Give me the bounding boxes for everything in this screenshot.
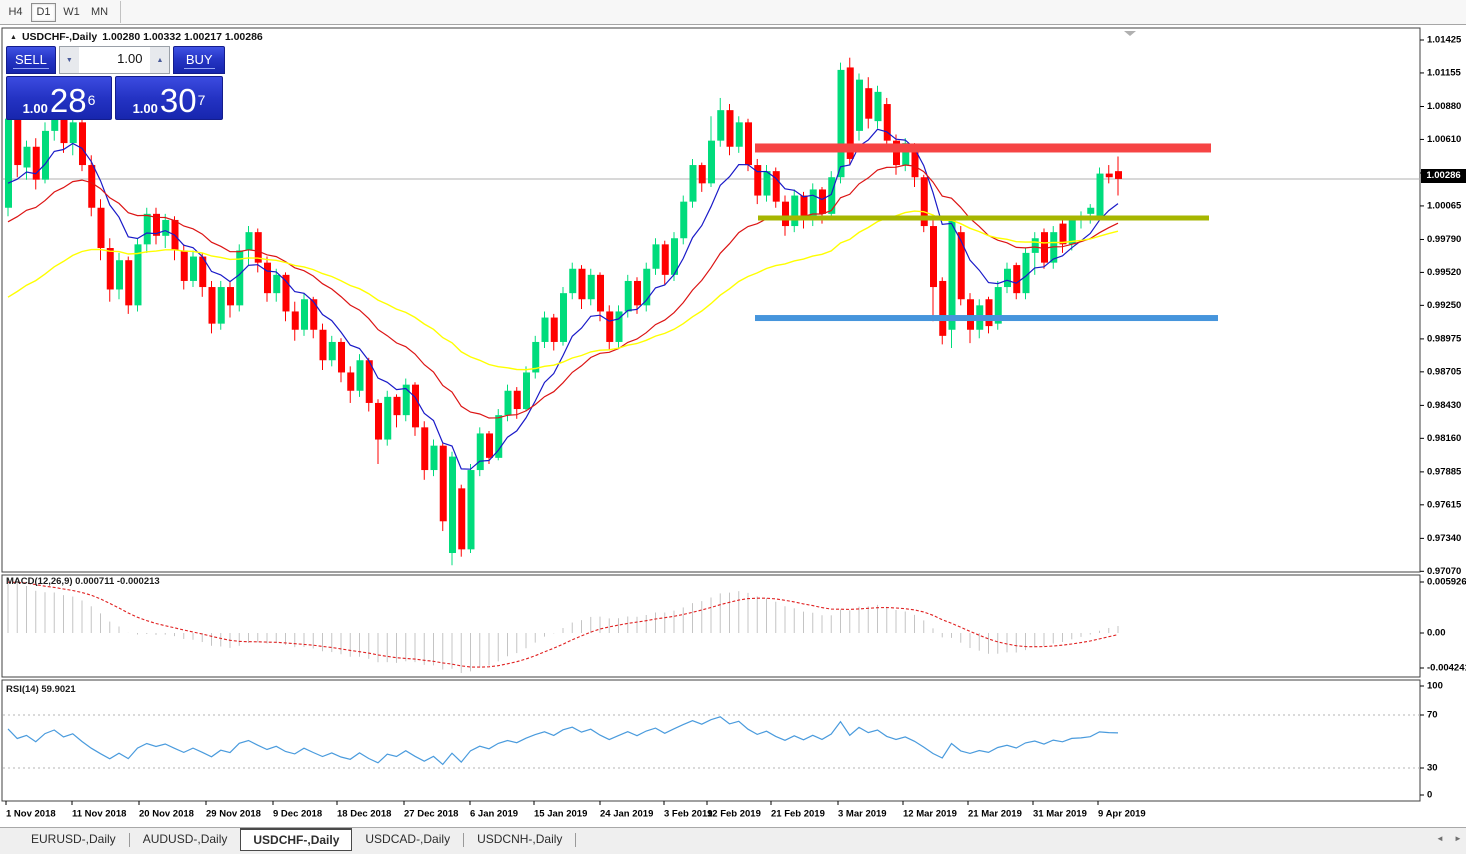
- timeframe-d1-button[interactable]: D1: [31, 2, 56, 22]
- tab-audusd-daily[interactable]: AUDUSD-,Daily: [142, 832, 228, 846]
- tabs-scroll-left-icon[interactable]: ◄: [1430, 833, 1448, 844]
- svg-text:15 Jan 2019: 15 Jan 2019: [534, 809, 587, 820]
- svg-text:20 Nov 2018: 20 Nov 2018: [139, 809, 194, 820]
- svg-text:0.99790: 0.99790: [1427, 234, 1461, 245]
- svg-text:1.01425: 1.01425: [1427, 35, 1462, 46]
- svg-text:1.00880: 1.00880: [1427, 101, 1461, 112]
- rsi-level-lines: [3, 714, 1420, 769]
- ask-price-box[interactable]: 1.00 30 7: [115, 76, 223, 120]
- svg-text:27 Dec 2018: 27 Dec 2018: [404, 809, 458, 820]
- svg-text:0.97070: 0.97070: [1427, 566, 1461, 577]
- svg-text:0.98975: 0.98975: [1427, 333, 1462, 344]
- volume-increase-icon[interactable]: ▲: [150, 47, 170, 73]
- rsi-indicator-label: RSI(14) 59.9021: [6, 684, 76, 695]
- date-axis: 1 Nov 2018 11 Nov 2018 20 Nov 2018 29 Nov 2…: [5, 801, 1146, 820]
- pivot-line[interactable]: [758, 215, 1209, 221]
- svg-text:0.97615: 0.97615: [1427, 499, 1462, 510]
- svg-text:100: 100: [1427, 681, 1443, 692]
- svg-text:-0.004241: -0.004241: [1427, 663, 1466, 674]
- bid-price-sup: 6: [87, 92, 96, 108]
- panel-frames: [1, 27, 1421, 802]
- macd-signal-line: [7, 581, 1119, 668]
- scroll-marker-icon: [1124, 31, 1136, 36]
- svg-text:0: 0: [1427, 790, 1432, 801]
- svg-text:0.005926: 0.005926: [1427, 577, 1466, 588]
- tab-usdcad-daily[interactable]: USDCAD-,Daily: [365, 832, 451, 846]
- tab-separator: [128, 833, 130, 847]
- svg-text:12 Mar 2019: 12 Mar 2019: [903, 809, 957, 820]
- svg-text:3 Feb 2019: 3 Feb 2019: [664, 809, 713, 820]
- toolbar-separator: [120, 1, 122, 23]
- chart-canvas[interactable]: 1.014251.011551.008801.006101.003351.000…: [0, 24, 1466, 827]
- svg-text:30: 30: [1427, 763, 1438, 774]
- timeframe-mn-button[interactable]: MN: [87, 3, 112, 22]
- tab-separator: [575, 833, 577, 847]
- timeframe-toolbar: H4 D1 W1 MN: [0, 0, 1466, 25]
- ask-price-sup: 7: [197, 92, 206, 108]
- svg-text:6 Jan 2019: 6 Jan 2019: [470, 809, 518, 820]
- svg-text:1.00610: 1.00610: [1427, 134, 1461, 145]
- collapse-panel-icon[interactable]: ▲: [10, 33, 17, 41]
- price-axis: 1.014251.011551.008801.006101.003351.000…: [1420, 35, 1462, 577]
- svg-text:1 Nov 2018: 1 Nov 2018: [6, 809, 56, 820]
- svg-text:1.01155: 1.01155: [1427, 67, 1462, 78]
- svg-text:0.97885: 0.97885: [1427, 466, 1462, 477]
- ohlc-values: 1.00280 1.00332 1.00217 1.00286: [102, 31, 263, 43]
- chart-header: ▲ USDCHF-,Daily 1.00280 1.00332 1.00217 …: [10, 31, 263, 43]
- svg-text:9 Apr 2019: 9 Apr 2019: [1098, 809, 1146, 820]
- volume-spinner: ▼ 1.00 ▲: [58, 46, 171, 74]
- svg-text:1.00065: 1.00065: [1427, 200, 1462, 211]
- symbol-title: USDCHF-,Daily: [21, 31, 98, 43]
- bid-price-box[interactable]: 1.00 28 6: [6, 76, 112, 120]
- macd-axis: 0.005926 0.00 -0.004241: [1420, 577, 1466, 674]
- chart-tabbar: EURUSD-,Daily AUDUSD-,Daily USDCHF-,Dail…: [0, 827, 1466, 854]
- buy-button[interactable]: BUY: [173, 46, 225, 74]
- resistance-line[interactable]: [755, 143, 1211, 153]
- macd-indicator-label: MACD(12,26,9) 0.000711 -0.000213: [6, 576, 160, 587]
- svg-text:0.98705: 0.98705: [1427, 366, 1462, 377]
- sell-button[interactable]: SELL: [6, 46, 56, 74]
- svg-text:0.98430: 0.98430: [1427, 400, 1461, 411]
- svg-text:31 Mar 2019: 31 Mar 2019: [1033, 809, 1087, 820]
- tabs-scroll-right-icon[interactable]: ►: [1448, 833, 1466, 844]
- tab-usdchf-daily[interactable]: USDCHF-,Daily: [240, 828, 353, 851]
- volume-decrease-icon[interactable]: ▼: [59, 47, 79, 73]
- svg-text:0.00: 0.00: [1427, 628, 1446, 639]
- bid-price-big: 28: [49, 82, 87, 119]
- one-click-trade-panel: SELL ▼ 1.00 ▲ BUY 1.00 28 6 1.00 30 7: [6, 46, 225, 120]
- ma-lines: [7, 128, 1119, 470]
- ask-price-big: 30: [159, 82, 197, 119]
- svg-text:11 Nov 2018: 11 Nov 2018: [72, 809, 126, 820]
- svg-text:24 Jan 2019: 24 Jan 2019: [600, 809, 653, 820]
- svg-text:18 Dec 2018: 18 Dec 2018: [337, 809, 391, 820]
- bid-price-prefix: 1.00: [22, 101, 48, 116]
- svg-text:21 Feb 2019: 21 Feb 2019: [771, 809, 825, 820]
- ask-price-prefix: 1.00: [132, 101, 158, 116]
- macd-histogram: [7, 578, 1119, 674]
- svg-text:0.98160: 0.98160: [1427, 433, 1461, 444]
- volume-input[interactable]: 1.00: [117, 51, 143, 66]
- svg-text:3 Mar 2019: 3 Mar 2019: [838, 809, 887, 820]
- rsi-axis: 100 70 30 0: [1420, 681, 1443, 801]
- tab-usdcnh-daily[interactable]: USDCNH-,Daily: [477, 832, 563, 846]
- current-price-label: 1.00286: [1421, 169, 1466, 183]
- timeframe-w1-button[interactable]: W1: [59, 3, 84, 22]
- svg-text:9 Dec 2018: 9 Dec 2018: [273, 809, 322, 820]
- timeframe-h4-button[interactable]: H4: [3, 3, 28, 22]
- svg-text:21 Mar 2019: 21 Mar 2019: [968, 809, 1022, 820]
- svg-text:0.99250: 0.99250: [1427, 300, 1461, 311]
- svg-text:0.99520: 0.99520: [1427, 267, 1461, 278]
- svg-text:12 Feb 2019: 12 Feb 2019: [707, 809, 761, 820]
- tab-eurusd-daily[interactable]: EURUSD-,Daily: [31, 832, 116, 846]
- rsi-line: [7, 716, 1119, 766]
- support-line[interactable]: [755, 315, 1218, 322]
- svg-text:29 Nov 2018: 29 Nov 2018: [206, 809, 261, 820]
- level-lines: [755, 143, 1218, 322]
- svg-text:70: 70: [1427, 710, 1438, 721]
- tab-separator: [463, 833, 465, 847]
- candles-group: [5, 57, 1122, 566]
- svg-text:0.97340: 0.97340: [1427, 533, 1461, 544]
